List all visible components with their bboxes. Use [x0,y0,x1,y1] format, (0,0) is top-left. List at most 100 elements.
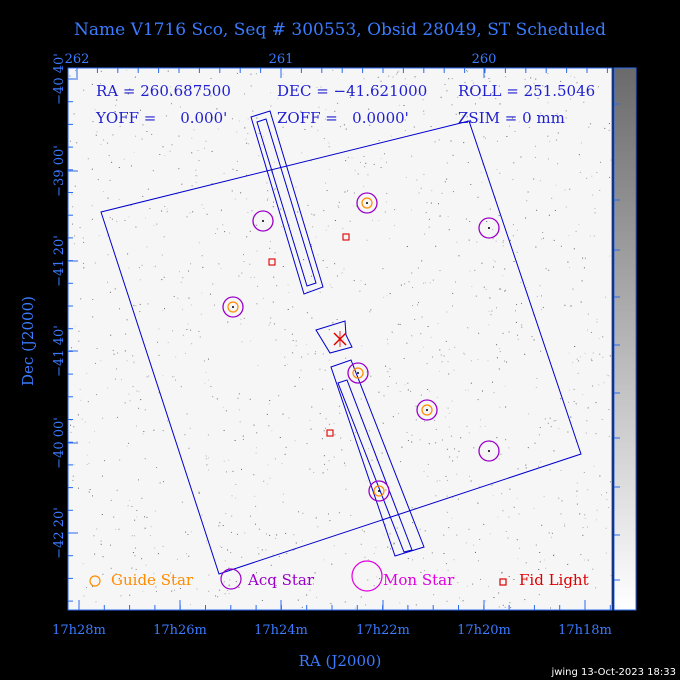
field-star [479,97,481,99]
field-star [94,553,96,555]
field-star [394,225,395,227]
field-star [472,82,474,84]
field-star [140,109,141,111]
field-star [609,481,611,483]
field-star [206,540,208,542]
field-star [417,304,418,306]
field-star [153,266,155,268]
field-star [446,90,448,92]
field-star [102,475,103,477]
field-star [257,547,259,549]
field-star [399,323,401,325]
field-star [135,226,137,228]
field-star [208,379,210,381]
field-star [156,223,158,225]
hrc-outline-outer-lower [330,359,425,557]
field-star [121,379,122,381]
field-star [573,388,575,390]
field-star [316,87,318,88]
field-star [476,241,478,243]
field-star [329,520,331,522]
guide-star-marker [373,485,385,497]
field-star [608,129,610,131]
field-star [88,462,90,464]
field-star [73,464,75,466]
field-star [360,596,362,598]
field-star [246,236,248,238]
field-star [124,219,126,221]
field-star [241,272,243,274]
field-star [378,140,380,141]
field-star [609,355,611,357]
field-star [550,607,551,609]
field-star [395,382,397,384]
field-star [423,173,425,175]
field-star [397,323,399,325]
field-star [70,431,72,433]
field-star [433,419,435,421]
field-star [182,277,184,279]
field-star [441,439,443,441]
field-star [475,295,477,297]
field-star [578,154,580,156]
field-star [186,553,187,555]
field-star [195,181,197,183]
field-star [608,435,610,437]
field-star [128,267,130,269]
field-star [492,484,493,486]
field-star [315,517,317,519]
field-star [331,286,333,288]
field-star [534,156,536,158]
field-star [381,452,383,454]
field-star [211,150,213,152]
field-star [315,236,317,238]
field-star [594,212,596,214]
field-star [240,318,242,320]
field-star [91,218,93,220]
field-star [576,503,578,505]
field-star [175,356,177,358]
field-star [256,224,258,226]
field-star [491,310,493,312]
field-star [365,604,367,606]
field-star [282,413,284,415]
field-star [510,607,512,609]
field-star [311,317,313,319]
field-star [221,547,223,548]
field-star [506,136,508,137]
field-star [423,346,425,348]
field-star [278,556,280,557]
field-star [196,175,198,177]
zoff-readout: ZOFF = 0.0000' [277,109,409,127]
field-star [462,600,464,602]
field-star [347,91,349,93]
field-star [91,83,93,85]
field-star [134,555,136,557]
field-star [312,226,314,228]
field-star [95,362,96,364]
field-star [605,527,607,529]
field-star [345,128,347,130]
field-star [452,292,454,294]
field-star [406,83,408,85]
field-star [496,437,498,439]
field-star [426,202,428,204]
field-star [235,483,237,485]
field-star [383,395,385,397]
field-star [485,600,487,602]
field-star [294,549,296,550]
legend-mon-symbol [351,560,383,592]
field-star [223,430,225,431]
colorbar-tick-label: 2000 [640,570,649,590]
field-star [116,99,118,101]
field-star [131,567,133,569]
field-star [590,358,592,360]
field-star [182,334,184,336]
field-star [436,397,438,398]
field-star [282,501,284,503]
field-star [184,434,186,436]
legend-guide-label: Guide Star [111,571,194,589]
field-star [423,471,425,472]
field-star [212,117,213,119]
field-star [421,316,423,318]
